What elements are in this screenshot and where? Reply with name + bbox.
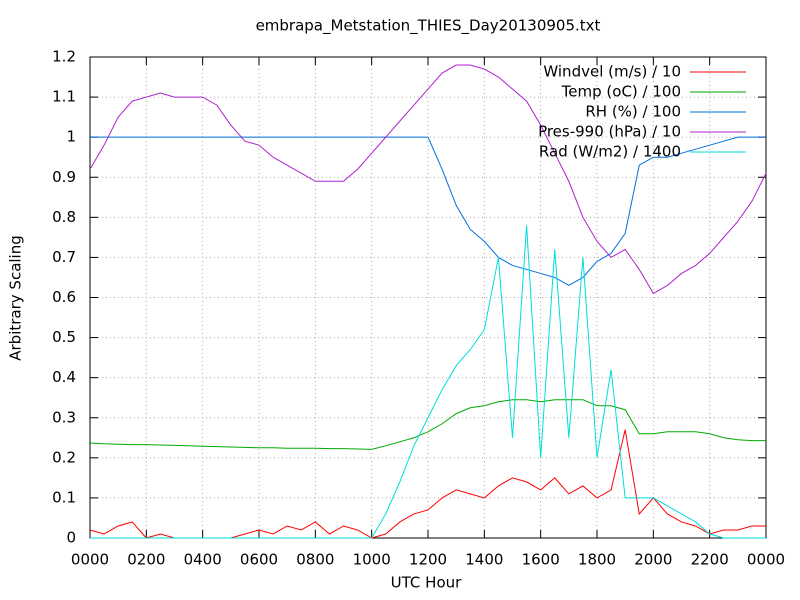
x-tick-label: 0400	[184, 551, 222, 569]
legend-label: Temp (oC) / 100	[561, 83, 681, 101]
series-line	[90, 225, 766, 539]
x-tick-label: 2200	[691, 551, 729, 569]
x-tick-label: 0600	[240, 551, 278, 569]
y-tick-label: 0.2	[52, 448, 76, 466]
y-tick-label: 0.5	[52, 328, 76, 346]
y-tick-label: 1.2	[52, 48, 76, 66]
x-tick-label: 0800	[296, 551, 334, 569]
x-tick-label: 1800	[578, 551, 616, 569]
series-line	[89, 64, 767, 295]
x-tick-label: 1600	[522, 551, 560, 569]
plot-frame	[89, 56, 767, 539]
x-axis-label: UTC Hour	[391, 574, 462, 592]
y-tick-label: 1.1	[52, 88, 76, 106]
x-tick-label: 2000	[634, 551, 672, 569]
x-tick-label: 1200	[409, 551, 447, 569]
y-tick-label: 0	[66, 529, 76, 547]
chart-title: embrapa_Metstation_THIES_Day20130905.txt	[256, 17, 601, 36]
x-tick-label: 0000	[71, 551, 109, 569]
x-tick-label: 0200	[127, 551, 165, 569]
y-tick-label: 0.3	[52, 408, 76, 426]
y-tick-label: 0.7	[52, 248, 76, 266]
series-line	[90, 136, 766, 287]
y-tick-label: 0.6	[52, 288, 76, 306]
x-tick-label: 1000	[353, 551, 391, 569]
legend-label: Pres-990 (hPa) / 10	[538, 123, 681, 141]
legend-label: Windvel (m/s) / 10	[543, 63, 681, 81]
x-tick-label: 1400	[465, 551, 503, 569]
y-tick-label: 0.1	[52, 488, 76, 506]
x-tick-label: 0000	[747, 551, 785, 569]
y-axis-label: Arbitrary Scaling	[7, 235, 25, 361]
y-tick-label: 0.8	[52, 208, 76, 226]
y-tick-label: 0.9	[52, 168, 76, 186]
series-line	[89, 399, 766, 450]
legend-label: Rad (W/m2) / 1400	[539, 143, 681, 161]
y-tick-label: 0.4	[52, 368, 76, 386]
y-tick-label: 1	[66, 128, 76, 146]
legend-label: RH (%) / 100	[585, 103, 681, 121]
